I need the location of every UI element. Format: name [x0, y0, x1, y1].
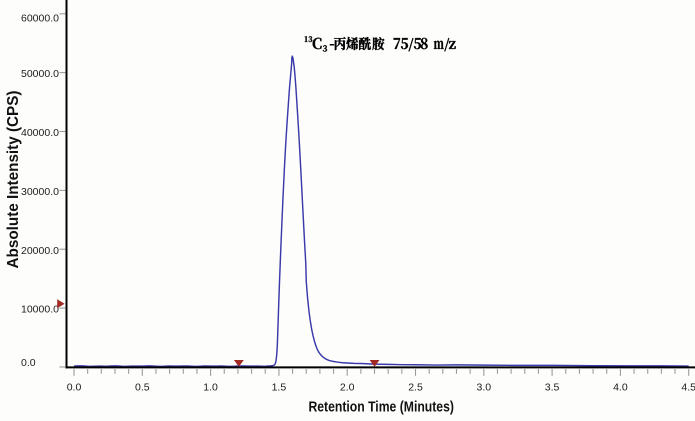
svg-text:3.0: 3.0	[476, 382, 491, 394]
svg-text:10000.0: 10000.0	[21, 304, 59, 316]
svg-text:0.0: 0.0	[67, 382, 82, 394]
svg-text:0.5: 0.5	[135, 382, 150, 394]
svg-text:Retention Time (Minutes): Retention Time (Minutes)	[308, 400, 454, 416]
svg-text:Absolute Intensity (CPS): Absolute Intensity (CPS)	[5, 91, 22, 269]
svg-text:2.5: 2.5	[408, 382, 423, 394]
svg-text:30000.0: 30000.0	[21, 186, 59, 198]
svg-text:50000.0: 50000.0	[21, 68, 59, 80]
svg-text:1.0: 1.0	[203, 382, 218, 394]
svg-text:60000.0: 60000.0	[21, 12, 59, 24]
svg-text:4.0: 4.0	[613, 382, 628, 394]
svg-text:1.5: 1.5	[272, 382, 287, 394]
svg-text:2.0: 2.0	[340, 382, 355, 394]
svg-text:0.0: 0.0	[21, 357, 36, 369]
svg-text:20000.0: 20000.0	[21, 245, 59, 257]
svg-text:4.5: 4.5	[681, 382, 695, 394]
svg-text:40000.0: 40000.0	[21, 127, 59, 139]
svg-text:3.5: 3.5	[545, 382, 560, 394]
